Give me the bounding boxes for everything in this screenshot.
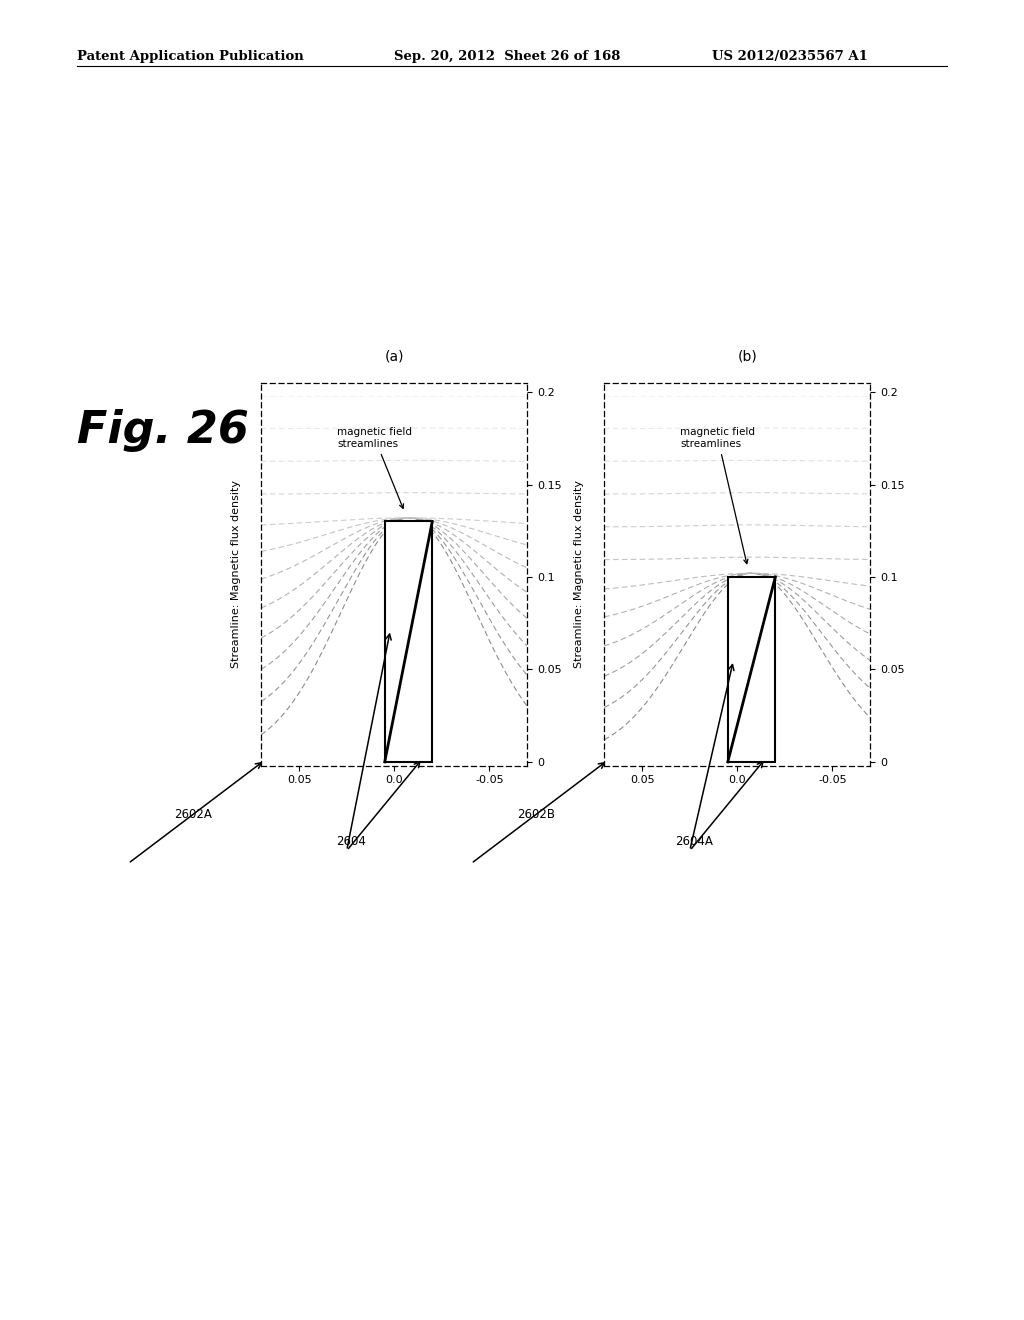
Text: Streamline: Magnetic flux density: Streamline: Magnetic flux density <box>573 480 584 668</box>
Text: Patent Application Publication: Patent Application Publication <box>77 50 303 63</box>
Text: 2604A: 2604A <box>675 834 713 847</box>
Text: US 2012/0235567 A1: US 2012/0235567 A1 <box>712 50 867 63</box>
Text: (a): (a) <box>384 348 404 363</box>
Text: magnetic field
streamlines: magnetic field streamlines <box>337 428 413 508</box>
Text: Fig. 26: Fig. 26 <box>77 409 249 453</box>
Text: 2602A: 2602A <box>174 808 212 821</box>
Text: Streamline: Magnetic flux density: Streamline: Magnetic flux density <box>230 480 241 668</box>
Text: 2602B: 2602B <box>517 808 555 821</box>
Text: (b): (b) <box>737 348 758 363</box>
Text: Sep. 20, 2012  Sheet 26 of 168: Sep. 20, 2012 Sheet 26 of 168 <box>394 50 621 63</box>
Bar <box>728 577 775 762</box>
Text: 2604: 2604 <box>336 834 366 847</box>
Bar <box>385 521 432 762</box>
Text: magnetic field
streamlines: magnetic field streamlines <box>680 428 756 564</box>
